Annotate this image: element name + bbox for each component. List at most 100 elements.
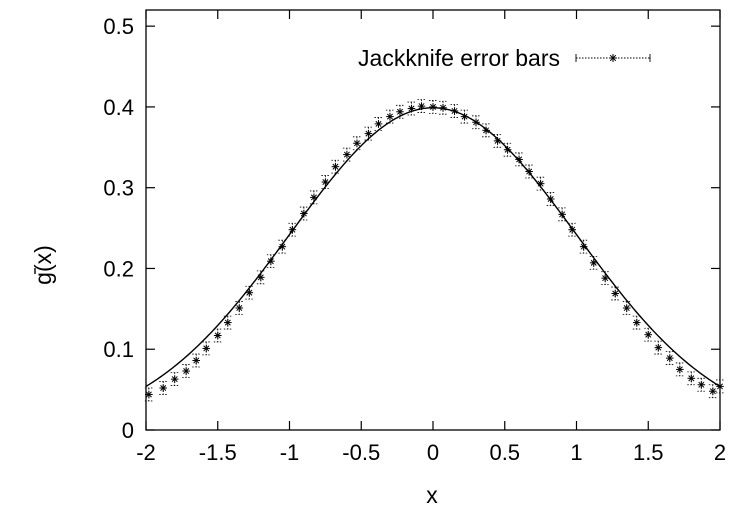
marker-stroke — [224, 319, 231, 326]
marker-stroke — [633, 319, 640, 326]
legend-sample — [575, 54, 651, 62]
asterisk-marker — [321, 178, 330, 186]
asterisk-marker — [159, 384, 168, 392]
data-point — [558, 207, 567, 222]
data-point — [460, 109, 469, 124]
marker-stroke — [396, 108, 404, 115]
data-point — [352, 136, 361, 151]
y-tick-label: 0.5 — [103, 14, 134, 39]
marker-stroke — [353, 140, 360, 147]
data-point — [245, 285, 254, 300]
y-tick-label: 0 — [122, 418, 134, 443]
asterisk-marker — [482, 126, 490, 135]
data-point — [697, 377, 706, 392]
data-point — [266, 254, 275, 269]
asterisk-marker — [503, 145, 512, 154]
marker-stroke — [526, 168, 533, 175]
asterisk-marker — [450, 107, 459, 115]
data-point — [331, 159, 340, 174]
data-point — [493, 133, 502, 148]
asterisk-marker — [632, 318, 641, 327]
data-point — [568, 222, 577, 237]
asterisk-marker — [676, 365, 684, 374]
marker-stroke — [203, 345, 210, 352]
data-point — [450, 104, 459, 118]
marker-stroke — [310, 194, 317, 201]
asterisk-marker — [245, 288, 254, 297]
marker-stroke — [300, 210, 307, 217]
asterisk-marker — [374, 120, 383, 128]
asterisk-marker — [364, 129, 373, 138]
asterisk-marker — [310, 193, 318, 202]
marker-stroke — [332, 163, 339, 170]
marker-stroke — [429, 103, 437, 110]
data-point — [675, 362, 684, 377]
marker-stroke — [375, 120, 382, 127]
marker-stroke — [365, 130, 372, 137]
asterisk-marker — [493, 137, 502, 145]
x-tick-label: 1 — [570, 440, 582, 465]
data-point — [482, 123, 491, 138]
marker-stroke — [709, 388, 716, 395]
data-series-jackknife — [144, 99, 724, 402]
asterisk-marker — [665, 354, 674, 362]
asterisk-marker — [353, 139, 361, 148]
marker-stroke — [246, 289, 253, 296]
y-axis-label: g(x) — [30, 245, 56, 285]
data-point — [192, 353, 201, 368]
marker-stroke — [160, 384, 167, 392]
asterisk-marker — [654, 343, 663, 352]
data-point — [589, 255, 598, 270]
marker-stroke — [698, 381, 705, 388]
data-point — [632, 315, 641, 330]
marker-stroke — [504, 146, 511, 153]
asterisk-marker — [472, 118, 480, 127]
marker-stroke — [623, 305, 630, 312]
asterisk-marker — [300, 209, 308, 218]
marker-stroke — [494, 137, 501, 144]
marker-stroke — [580, 243, 587, 250]
marker-stroke — [612, 290, 619, 297]
legend-asterisk — [609, 54, 617, 62]
marker-stroke — [609, 54, 617, 62]
marker-stroke — [408, 105, 415, 112]
x-tick-label: -1 — [280, 440, 300, 465]
marker-stroke — [676, 366, 683, 373]
marker-stroke — [461, 113, 468, 120]
y-tick-label: 0.3 — [103, 176, 134, 201]
data-point — [321, 175, 330, 189]
marker-stroke — [214, 332, 221, 339]
data-point — [309, 190, 318, 205]
data-point — [515, 152, 524, 167]
data-point — [256, 270, 265, 285]
data-point — [611, 286, 620, 301]
data-point — [525, 164, 534, 179]
data-point — [622, 301, 631, 315]
data-point — [708, 384, 717, 399]
y-tick-label: 0.1 — [103, 337, 134, 362]
data-point — [579, 239, 588, 254]
asterisk-marker — [579, 242, 588, 251]
asterisk-marker — [515, 155, 523, 164]
asterisk-marker — [288, 225, 297, 234]
data-point — [223, 315, 232, 330]
y-axis-label-group: g(x) — [30, 245, 56, 285]
asterisk-marker — [417, 102, 426, 110]
data-point — [716, 379, 724, 394]
marker-stroke — [386, 113, 393, 120]
asterisk-marker — [525, 167, 533, 176]
data-point — [159, 381, 168, 395]
asterisk-marker — [687, 374, 696, 383]
data-point — [202, 341, 211, 356]
asterisk-marker — [589, 259, 598, 267]
marker-stroke — [257, 274, 264, 281]
data-point — [288, 222, 297, 237]
asterisk-marker — [644, 330, 653, 339]
marker-stroke — [537, 180, 544, 187]
marker-stroke — [602, 275, 609, 282]
marker-stroke — [145, 391, 152, 398]
asterisk-marker — [429, 103, 437, 111]
marker-stroke — [473, 119, 480, 126]
asterisk-marker — [460, 112, 469, 121]
